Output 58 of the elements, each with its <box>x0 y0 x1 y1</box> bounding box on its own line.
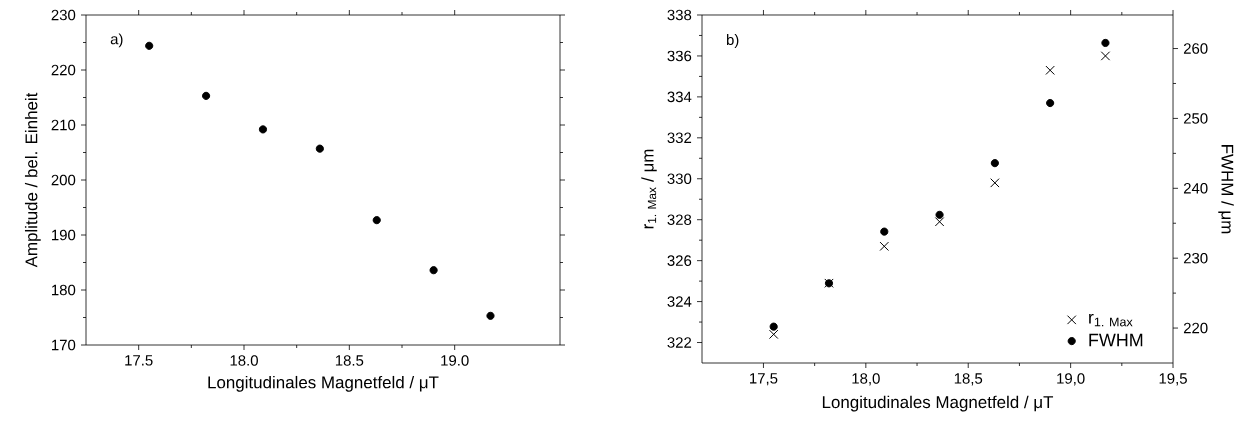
y-tick-label: 190 <box>52 229 76 241</box>
point <box>879 241 889 252</box>
legend-label: r$_{1. Max}$ <box>1089 313 1133 327</box>
annotation: b) <box>727 34 739 49</box>
point <box>486 311 495 320</box>
point <box>258 125 268 134</box>
point <box>990 178 1000 188</box>
y-tick-label: 338 <box>667 9 692 21</box>
point <box>768 329 779 340</box>
point <box>145 41 154 50</box>
y-axis-title: Amplitude / bel. Einheit <box>24 92 41 268</box>
point <box>1046 98 1055 108</box>
y-tick-label: 332 <box>667 132 692 144</box>
x-tick-label: 18.5 <box>335 355 364 366</box>
x-tick-label: 18,5 <box>954 373 983 386</box>
y2-axis-title: FWHM / μm <box>1218 145 1234 234</box>
y-tick-label: 170 <box>52 339 76 351</box>
y-tick-label: 230 <box>51 9 76 21</box>
legend-label: FWHM <box>1089 333 1143 347</box>
point <box>880 227 889 236</box>
y2-tick-label: 220 <box>1183 322 1208 334</box>
x-tick-label: 19,5 <box>1159 373 1187 386</box>
y2-tick-label: 260 <box>1183 43 1208 54</box>
x-tick-label: 17.5 <box>125 355 153 366</box>
y-tick-label: 200 <box>51 174 76 186</box>
annotation: a) <box>110 33 123 48</box>
point <box>769 322 778 331</box>
point <box>990 159 999 168</box>
point <box>315 144 324 153</box>
point <box>934 217 945 227</box>
y-tick-label: 334 <box>667 91 692 103</box>
x-tick-label: 19,0 <box>1057 373 1085 386</box>
point <box>1101 38 1110 48</box>
y-tick-label: 328 <box>667 214 692 225</box>
point <box>372 216 381 225</box>
x-tick-label: 18.0 <box>230 355 258 366</box>
x-tick-label: 19.0 <box>441 355 469 366</box>
x-tick-label: 18,0 <box>852 373 880 386</box>
y-tick-label: 326 <box>667 255 692 266</box>
x-axis-title: Longitudinales Magnetfeld / μT <box>208 375 439 392</box>
y2-tick-label: 240 <box>1183 183 1208 194</box>
y-tick-label: 324 <box>667 296 692 307</box>
y-tick-label: 180 <box>52 284 76 296</box>
x-tick-label: 17,5 <box>750 373 778 386</box>
y-axis-title: r$_{1. Max}$ / μm <box>641 149 657 229</box>
x-axis-title: Longitudinales Magnetfeld / μT <box>822 395 1054 412</box>
point <box>429 266 438 275</box>
y2-tick-label: 230 <box>1183 252 1208 264</box>
y-tick-label: 330 <box>667 173 692 185</box>
y-tick-label: 220 <box>51 64 76 76</box>
point <box>935 210 944 219</box>
y-tick-label: 210 <box>51 119 76 131</box>
y-tick-label: 322 <box>667 337 692 348</box>
point <box>1045 65 1055 75</box>
point <box>1100 51 1111 61</box>
y-tick-label: 336 <box>667 50 692 62</box>
y2-tick-label: 250 <box>1183 113 1208 124</box>
point <box>202 91 211 100</box>
